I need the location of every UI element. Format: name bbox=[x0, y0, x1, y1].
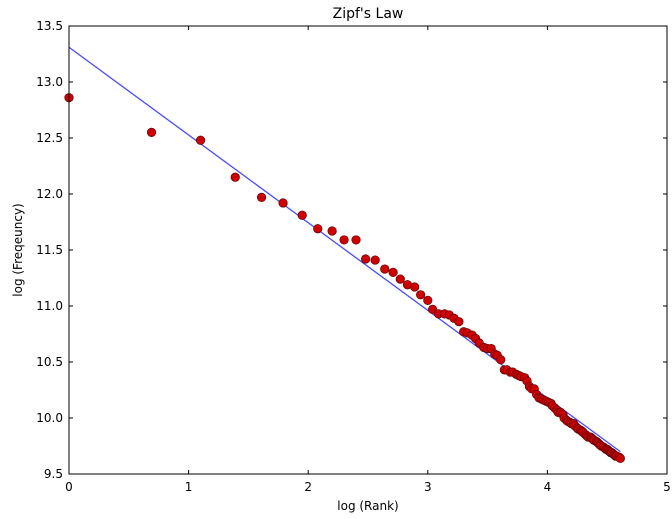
y-tick-label: 13.5 bbox=[36, 19, 63, 33]
data-point bbox=[388, 267, 398, 278]
data-point bbox=[195, 135, 206, 145]
data-point bbox=[339, 235, 349, 245]
x-tick-label: 0 bbox=[65, 480, 73, 494]
y-tick-label: 11.0 bbox=[36, 299, 63, 313]
data-point bbox=[146, 127, 157, 137]
data-point bbox=[370, 255, 380, 265]
data-point bbox=[496, 355, 506, 365]
x-tick-label: 3 bbox=[424, 480, 432, 494]
axis-ticks: 0 1 2 3 4 5 9.5 10.0 10.5 11.0 11.5 12.0 12.5 13.0 13.… bbox=[36, 19, 671, 494]
data-point bbox=[230, 172, 240, 182]
data-point bbox=[351, 235, 361, 245]
chart-title: Zipf's Law bbox=[333, 6, 404, 22]
data-point bbox=[454, 317, 464, 327]
data-point bbox=[361, 254, 371, 264]
data-point bbox=[416, 290, 426, 300]
data-point bbox=[615, 453, 625, 463]
data-point bbox=[327, 226, 337, 236]
x-axis-label: log (Rank) bbox=[337, 499, 398, 513]
data-point bbox=[380, 264, 390, 274]
x-tick-label: 4 bbox=[544, 480, 552, 494]
data-point bbox=[313, 224, 323, 234]
data-point bbox=[410, 282, 420, 292]
data-point bbox=[256, 192, 267, 202]
x-tick-label: 2 bbox=[304, 480, 312, 494]
y-tick-label: 11.5 bbox=[36, 243, 63, 257]
y-axis-label: log (Freqeuncy) bbox=[11, 203, 25, 296]
data-point bbox=[423, 295, 433, 306]
y-tick-label: 10.5 bbox=[36, 355, 63, 369]
y-tick-label: 9.5 bbox=[44, 467, 63, 481]
y-tick-label: 10.0 bbox=[36, 411, 63, 425]
plot-marks bbox=[64, 46, 625, 463]
y-tick-label: 12.5 bbox=[36, 131, 63, 145]
x-tick-label: 1 bbox=[185, 480, 193, 494]
data-point bbox=[278, 198, 288, 208]
y-tick-label: 12.0 bbox=[36, 187, 63, 201]
data-point bbox=[395, 274, 405, 284]
plot-frame bbox=[68, 25, 668, 475]
y-tick-label: 13.0 bbox=[36, 75, 63, 89]
data-point bbox=[297, 210, 307, 220]
x-tick-label: 5 bbox=[663, 480, 671, 494]
